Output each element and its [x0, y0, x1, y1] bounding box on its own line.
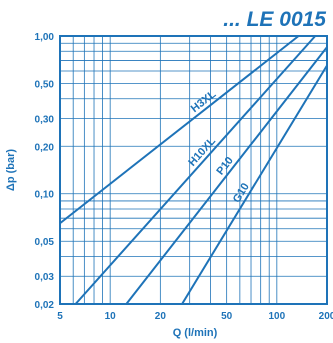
- x-tick-label: 200: [319, 311, 333, 322]
- x-axis-label: Q (l/min): [173, 327, 218, 339]
- plot-frame: [59, 35, 328, 305]
- chart-title: ... LE 0015: [223, 8, 326, 31]
- y-tick-labels: 0,02 0,03 0,05 0,10 0,20 0,30 0,50 1,00: [35, 32, 55, 311]
- y-tick-label: 0,03: [35, 272, 55, 283]
- y-tick-label: 0,30: [35, 114, 55, 125]
- x-tick-label: 10: [105, 311, 117, 322]
- y-tick-label: 0,02: [35, 300, 55, 311]
- chart-grid: [59, 35, 328, 305]
- y-tick-label: 0,50: [35, 79, 55, 90]
- y-tick-label: 0,10: [35, 190, 55, 201]
- x-tick-label: 20: [155, 311, 167, 322]
- series-line-h3xl: [59, 35, 300, 225]
- x-tick-labels: 5 10 20 50 100 200: [57, 311, 333, 322]
- y-tick-label: 0,05: [35, 237, 55, 248]
- x-tick-label: 100: [268, 311, 285, 322]
- y-tick-label: 0,20: [35, 142, 55, 153]
- series-line-g10: [181, 64, 328, 305]
- series-label-p10: P10: [214, 155, 236, 178]
- y-tick-label: 1,00: [35, 32, 55, 43]
- series-line-h10xl: [74, 35, 316, 305]
- series-line-p10: [125, 46, 328, 305]
- x-tick-label: 50: [221, 311, 233, 322]
- y-axis-label: Δp (bar): [5, 149, 17, 191]
- x-tick-label: 5: [57, 311, 63, 322]
